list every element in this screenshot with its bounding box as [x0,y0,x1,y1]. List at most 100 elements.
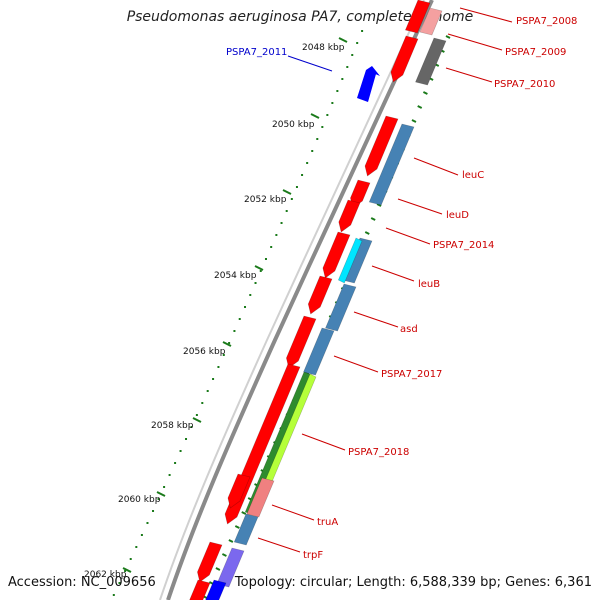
scale-tick-label: 2056 kbp [183,347,226,357]
gene-label-pspa7-2014[interactable]: PSPA7_2014 [433,240,494,251]
leader-line [271,504,315,521]
gene-block-salmon [246,477,275,518]
scale-dot [157,498,160,500]
gene-label-pspa7-2010[interactable]: PSPA7_2010 [494,79,555,90]
scale-tick-label: 2062 kbp [84,570,127,580]
scale-dot [259,270,262,272]
scale-dot [336,90,339,92]
gene-block-pspa7-2011 [357,66,380,102]
gene-block-asd [307,275,333,315]
gene-block-pspa7-2009 [390,35,419,83]
feature-tick [445,35,451,39]
gene-block-steel-4 [303,327,335,376]
scale-dot [280,222,283,224]
gene-label-trua[interactable]: truA [317,517,338,528]
genome-title: Pseudomonas aeruginosa PA7, complete gen… [126,9,474,25]
gene-block-pspa7-2017 [286,315,317,369]
scale-dot [238,318,241,320]
feature-tick [417,105,423,109]
gene-label-pspa7-2017[interactable]: PSPA7_2017 [381,369,442,380]
gene-block-trua [227,473,251,509]
scale-dot [222,354,225,356]
gene-label-pspa7-2009[interactable]: PSPA7_2009 [505,47,566,58]
leader-line [371,265,415,282]
scale-dot [146,522,149,524]
gene-block-pspa7-2008 [404,0,431,34]
leader-line [257,537,301,553]
gene-block-steel-5 [233,513,259,546]
scale-dot [195,414,198,416]
scale-dot [201,402,204,404]
gene-labels: PSPA7_2008 PSPA7_2009 PSPA7_2010 PSPA7_2… [226,7,577,561]
scale-dot [249,294,252,296]
gene-block-steel-1 [368,123,415,206]
scale-dot [326,114,329,116]
scale-major-tick [222,341,232,347]
scale-dot [290,198,293,200]
feature-tick [228,539,234,543]
gene-block-extra [189,579,211,600]
gene-label-leud[interactable]: leuD [446,210,469,221]
scale-dot [118,582,121,584]
scale-tick-label: 2048 kbp [302,43,345,53]
gene-label-trpf[interactable]: trpF [303,550,323,561]
gene-label-pspa7-2011[interactable]: PSPA7_2011 [226,47,287,58]
gene-label-asd[interactable]: asd [400,324,418,335]
scale-dot [140,534,143,536]
leader-line [397,198,443,215]
gene-block-leub [322,231,351,279]
scale-tick-label: 2058 kbp [151,421,194,431]
genes-layer [189,0,447,600]
scale-dot [124,570,127,572]
scale-dot [351,54,354,56]
scale-major-tick [310,113,320,119]
feature-tick [241,511,247,515]
leader-line [445,67,493,83]
scale-dot [190,426,193,428]
gene-label-leuc[interactable]: leuC [462,170,484,181]
gene-block-purple [216,547,245,588]
scale-major-tick [156,491,166,497]
scale-dot [233,330,236,332]
gene-label-pspa7-2018[interactable]: PSPA7_2018 [348,447,409,458]
scale-major-tick [282,189,292,195]
scale-dot [174,462,177,464]
backbone-inner [159,0,425,600]
gene-block-blue [205,579,227,600]
leader-line [447,33,503,51]
scale-dot [311,150,314,152]
leader-line [353,311,399,328]
scale-dot [212,378,215,380]
scale-dot [361,30,364,32]
leader-line [459,7,513,23]
leader-line [301,433,346,451]
scale-tick-label: 2054 kbp [214,271,257,281]
scale-dot [306,162,309,164]
scale-dot [356,42,359,44]
scale-major-tick [122,567,132,573]
scale-dot [163,486,166,488]
gene-label-pspa7-2008[interactable]: PSPA7_2008 [516,16,577,27]
scale-dot [244,306,247,308]
accession-text: Accession: NC_009656 [8,575,156,590]
scale-dot [179,450,182,452]
scale-dot [152,510,155,512]
feature-dots [202,35,451,599]
scale-dot [168,474,171,476]
genome-summary: Topology: circular; Length: 6,588,339 bp… [234,575,592,590]
feature-tick [370,217,376,221]
scale-dot [275,234,278,236]
scale-dots [112,30,364,596]
gene-block-leuc [364,115,399,177]
gene-block-pink [419,7,443,36]
gene-block-steel-3 [325,283,357,332]
feature-tick [221,553,227,557]
feature-tick [411,119,417,123]
gene-label-leub[interactable]: leuB [418,279,440,290]
scale-dot [254,282,257,284]
leader-line [413,157,459,176]
gene-block-cyan [337,237,363,284]
gene-block-grey [415,37,447,86]
